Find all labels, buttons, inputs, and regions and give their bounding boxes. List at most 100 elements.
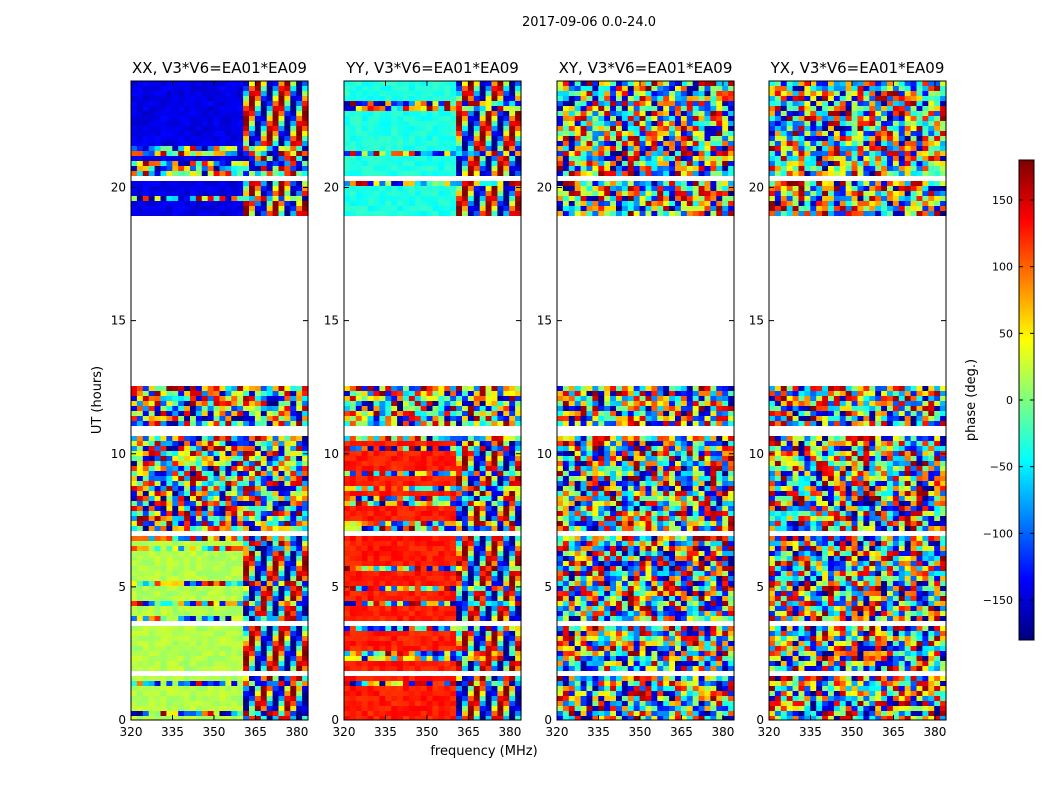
heatmap-cell xyxy=(243,186,250,191)
heatmap-cell xyxy=(284,571,291,576)
heatmap-cell xyxy=(184,476,191,481)
heatmap-cell xyxy=(142,196,150,201)
heatmap-cell xyxy=(473,136,481,141)
heatmap-cell xyxy=(426,496,434,501)
heatmap-cell xyxy=(201,561,209,566)
heatmap-cell xyxy=(509,421,516,426)
heatmap-cell xyxy=(142,471,150,476)
heatmap-cell xyxy=(278,706,285,711)
heatmap-cell xyxy=(426,201,434,206)
heatmap-cell xyxy=(426,466,434,471)
heatmap-cell xyxy=(473,131,481,136)
heatmap-cell xyxy=(190,681,197,686)
heatmap-cell xyxy=(426,141,434,146)
heatmap-cell xyxy=(148,496,156,501)
heatmap-cell xyxy=(485,111,493,116)
heatmap-cell xyxy=(391,436,398,441)
heatmap-cell xyxy=(278,386,285,391)
heatmap-cell xyxy=(184,146,191,151)
heatmap-cell xyxy=(213,406,221,411)
heatmap-cell xyxy=(432,581,439,586)
heatmap-cell xyxy=(450,551,457,556)
heatmap-cell xyxy=(379,211,386,216)
heatmap-cell xyxy=(231,136,238,141)
heatmap-cell xyxy=(195,511,203,516)
heatmap-cell xyxy=(462,171,469,176)
heatmap-cell xyxy=(266,566,274,571)
heatmap-cell xyxy=(284,466,291,471)
heatmap-cell xyxy=(414,536,422,541)
heatmap-cell xyxy=(367,471,375,476)
heatmap-cell xyxy=(296,486,303,491)
heatmap-cell xyxy=(148,171,156,176)
heatmap-cell xyxy=(213,631,221,636)
heatmap-cell xyxy=(462,476,469,481)
heatmap-cell xyxy=(391,566,398,571)
heatmap-cell xyxy=(450,196,457,201)
heatmap-cell xyxy=(172,161,179,166)
heatmap-cell xyxy=(131,681,138,686)
heatmap-cell xyxy=(148,676,156,681)
heatmap-cell xyxy=(503,646,510,651)
heatmap-cell xyxy=(438,441,445,446)
heatmap-cell xyxy=(403,81,410,86)
heatmap-cell xyxy=(344,171,351,176)
heatmap-cell xyxy=(160,411,167,416)
heatmap-cell xyxy=(131,491,138,496)
heatmap-cell xyxy=(302,101,309,106)
heatmap-cell xyxy=(213,436,221,441)
heatmap-cell xyxy=(237,586,244,591)
heatmap-cell xyxy=(178,416,185,421)
heatmap-cell xyxy=(207,506,215,511)
heatmap-cell xyxy=(391,646,398,651)
heatmap-cell xyxy=(154,716,162,720)
heatmap-cell xyxy=(136,631,144,636)
heatmap-cell xyxy=(450,501,457,506)
heatmap-cell xyxy=(254,606,262,611)
heatmap-cell xyxy=(154,121,162,126)
heatmap-cell xyxy=(231,211,238,216)
heatmap-cell xyxy=(379,541,386,546)
heatmap-cell xyxy=(231,406,238,411)
heatmap-cell xyxy=(207,471,215,476)
heatmap-cell xyxy=(344,481,351,486)
heatmap-cell xyxy=(462,446,469,451)
heatmap-cell xyxy=(296,91,303,96)
heatmap-cell xyxy=(485,166,493,171)
heatmap-cell xyxy=(178,711,185,716)
heatmap-cell xyxy=(190,646,197,651)
heatmap-cell xyxy=(272,146,280,151)
heatmap-cell xyxy=(414,416,422,421)
heatmap-cell xyxy=(237,86,244,91)
heatmap-cell xyxy=(178,211,185,216)
heatmap-cell xyxy=(491,396,498,401)
heatmap-cell xyxy=(190,446,197,451)
heatmap-cell xyxy=(172,701,179,706)
heatmap-cell xyxy=(462,111,469,116)
heatmap-cell xyxy=(473,626,481,631)
heatmap-cell xyxy=(397,466,404,471)
heatmap-cell xyxy=(349,396,357,401)
heatmap-cell xyxy=(190,631,197,636)
heatmap-cell xyxy=(367,596,375,601)
heatmap-cell xyxy=(154,591,162,596)
heatmap-cell xyxy=(432,616,439,621)
heatmap-cell xyxy=(509,106,516,111)
heatmap-cell xyxy=(355,401,363,406)
heatmap-cell xyxy=(213,126,221,131)
heatmap-cell xyxy=(148,661,156,666)
heatmap-cell xyxy=(154,471,162,476)
heatmap-cell xyxy=(503,601,510,606)
heatmap-cell xyxy=(432,556,439,561)
heatmap-cell xyxy=(479,611,487,616)
heatmap-cell xyxy=(438,396,445,401)
heatmap-cell xyxy=(467,126,475,131)
heatmap-cell xyxy=(266,401,274,406)
heatmap-cell xyxy=(231,456,238,461)
heatmap-cell xyxy=(131,661,138,666)
heatmap-cell xyxy=(426,401,434,406)
heatmap-cell xyxy=(284,86,291,91)
heatmap-cell xyxy=(515,521,522,526)
heatmap-cell xyxy=(467,646,475,651)
heatmap-cell xyxy=(344,516,351,521)
